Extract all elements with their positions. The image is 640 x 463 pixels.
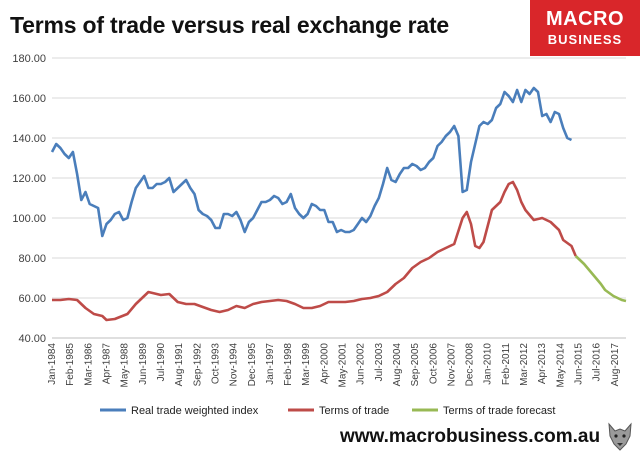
series-line-0 — [50, 86, 573, 238]
x-tick-label: Jul-1990 — [156, 343, 167, 382]
y-tick-label: 80.00 — [18, 253, 46, 265]
y-tick-label: 60.00 — [18, 293, 46, 305]
footer-url[interactable]: www.macrobusiness.com.au — [340, 426, 601, 447]
x-tick-label: Aug-1991 — [174, 343, 185, 387]
x-tick-label: Feb-1998 — [283, 343, 294, 386]
x-tick-label: Aug-2004 — [392, 343, 403, 387]
y-axis: 40.00 60.00 80.00 100.00 120.00 140.00 160.00 1… — [12, 53, 46, 345]
y-tick-label: 120.00 — [12, 173, 46, 185]
series-line-2 — [574, 255, 627, 303]
y-tick-label: 40.00 — [18, 333, 46, 345]
logo-line-1: MACRO — [545, 8, 625, 30]
x-tick-label: Feb-1985 — [65, 343, 76, 386]
x-axis: Jan-1984 Feb-1985 Mar-1986 Apr-1987 May-1988… — [47, 337, 626, 388]
series-lines — [50, 86, 627, 322]
x-tick-label: Apr-2000 — [319, 343, 330, 385]
x-tick-label: Feb-2011 — [501, 343, 512, 386]
x-tick-label: Nov-2007 — [446, 343, 457, 387]
x-tick-label: May-1988 — [120, 343, 131, 388]
x-tick-label: Jan-1984 — [47, 343, 58, 385]
x-tick-label: Oct-1993 — [210, 343, 221, 385]
y-tick-label: 100.00 — [12, 213, 46, 225]
x-tick-label: Mar-1986 — [83, 343, 94, 386]
x-tick-label: Nov-1994 — [229, 343, 240, 387]
macrobusiness-logo[interactable]: MACRO BUSINESS — [530, 0, 640, 56]
logo-line-2: BUSINESS — [547, 32, 623, 47]
x-tick-label: Jul-2016 — [592, 343, 603, 382]
series-line-1 — [52, 180, 577, 322]
y-tick-label: 140.00 — [12, 133, 46, 145]
x-tick-label: Apr-1987 — [101, 343, 112, 385]
x-tick-label: May-2001 — [337, 343, 348, 388]
x-tick-label: Jun-2002 — [356, 343, 367, 385]
x-tick-label: Mar-2012 — [519, 343, 530, 386]
x-tick-label: Dec-2008 — [465, 343, 476, 387]
x-tick-label: Jul-2003 — [374, 343, 385, 382]
x-tick-label: Dec-1995 — [247, 343, 258, 387]
wolf-logo-icon — [608, 422, 632, 451]
x-tick-label: Sep-1992 — [192, 343, 203, 387]
legend: Real trade weighted index Terms of trade T… — [100, 405, 556, 417]
x-tick-label: Apr-2013 — [537, 343, 548, 385]
x-tick-label: Jan-2010 — [483, 343, 494, 385]
x-tick-label: Mar-1999 — [301, 343, 312, 386]
legend-label: Real trade weighted index — [131, 405, 259, 417]
x-tick-label: Jun-2015 — [574, 343, 585, 385]
x-tick-label: Sep-2005 — [410, 343, 421, 387]
chart-title: Terms of trade versus real exchange rate — [10, 12, 450, 38]
y-tick-label: 160.00 — [12, 93, 46, 105]
x-tick-label: Jan-1997 — [265, 343, 276, 385]
x-tick-label: Aug-2017 — [610, 343, 621, 387]
x-tick-label: Jun-1989 — [138, 343, 149, 385]
x-tick-label: May-2014 — [555, 343, 566, 388]
legend-label: Terms of trade — [319, 405, 389, 417]
legend-label: Terms of trade forecast — [443, 405, 556, 417]
x-tick-label: Oct-2006 — [428, 343, 439, 385]
y-tick-label: 180.00 — [12, 53, 46, 65]
